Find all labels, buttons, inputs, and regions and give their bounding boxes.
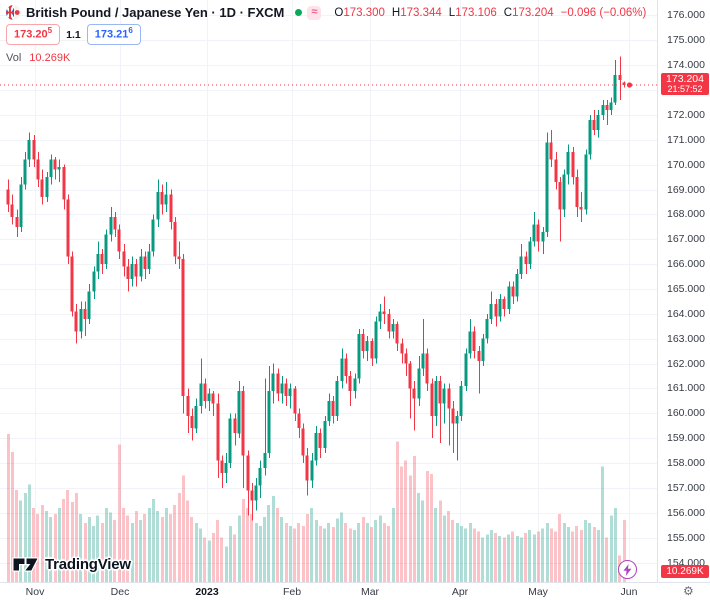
price-tick-label: 161.000 xyxy=(667,382,705,394)
time-axis[interactable]: ⚙ Nov Dec 2023 Feb Mar Apr May Jun xyxy=(0,582,710,600)
volume-indicator: Vol 10.269K xyxy=(6,52,646,64)
price-tick-label: 159.000 xyxy=(667,432,705,444)
volume-layer xyxy=(7,434,626,582)
change-value: −0.096 (−0.06%) xyxy=(560,6,647,19)
approx-data-icon: ≈ xyxy=(307,5,322,20)
volume-label: Vol xyxy=(6,52,22,65)
close-value: 173.204 xyxy=(512,6,554,19)
last-price-value: 173.204 xyxy=(666,73,704,85)
price-tick-label: 174.000 xyxy=(667,59,705,71)
ohlc-values: O173.300 H173.344 L173.106 C173.204 −0.0… xyxy=(334,6,647,19)
price-tick-label: 155.000 xyxy=(667,532,705,544)
candles-layer xyxy=(6,56,626,521)
chart-legend: British Pound / Japanese Yen · 1D · FXCM… xyxy=(6,5,646,64)
last-price-badge: 173.204 21:57:52 xyxy=(661,73,709,96)
volume-badge: 10.269K xyxy=(661,565,709,578)
price-tick-label: 164.000 xyxy=(667,308,705,320)
price-tick-label: 168.000 xyxy=(667,208,705,220)
open-value: 173.300 xyxy=(343,6,385,19)
flash-button[interactable] xyxy=(618,560,637,579)
price-tick-label: 169.000 xyxy=(667,184,705,196)
spread-value: 1.1 xyxy=(66,28,81,41)
last-price-marker xyxy=(626,82,633,88)
gear-icon[interactable]: ⚙ xyxy=(683,584,694,598)
symbol-pair-icon xyxy=(6,5,21,20)
time-tick-label: Jun xyxy=(620,586,638,598)
lightning-icon xyxy=(623,563,632,576)
time-tick-label: Apr xyxy=(451,586,469,598)
price-tick-label: 175.000 xyxy=(667,34,705,46)
time-tick-label: Mar xyxy=(360,586,380,598)
bar-countdown: 21:57:52 xyxy=(667,84,703,95)
time-tick-label: May xyxy=(528,586,548,598)
time-tick-label: 2023 xyxy=(195,586,219,598)
price-tick-label: 160.000 xyxy=(667,407,705,419)
candlestick-chart[interactable] xyxy=(0,0,657,582)
price-axis[interactable]: 173.204 21:57:52 10.269K 176.000 175.000 1… xyxy=(657,0,710,582)
tradingview-mark-icon xyxy=(12,557,39,572)
time-tick-label: Feb xyxy=(282,586,302,598)
chart-pane[interactable] xyxy=(0,0,657,582)
price-tick-label: 176.000 xyxy=(667,9,705,21)
price-tick-label: 156.000 xyxy=(667,507,705,519)
time-tick-label: Dec xyxy=(110,586,130,598)
price-tick-label: 165.000 xyxy=(667,283,705,295)
volume-value: 10.269K xyxy=(29,52,71,65)
sell-button[interactable]: 173.205 xyxy=(6,24,61,46)
high-value: 173.344 xyxy=(400,6,442,19)
tradingview-logo-text: TradingView xyxy=(45,556,131,573)
symbol-title[interactable]: British Pound / Japanese Yen · 1D · FXCM xyxy=(26,5,285,20)
tradingview-logo[interactable]: TradingView xyxy=(12,555,131,574)
price-tick-label: 163.000 xyxy=(667,333,705,345)
buy-button[interactable]: 173.216 xyxy=(86,24,141,46)
price-tick-label: 166.000 xyxy=(667,258,705,270)
price-tick-label: 162.000 xyxy=(667,358,705,370)
market-open-icon xyxy=(295,9,303,16)
low-value: 173.106 xyxy=(455,6,497,19)
price-tick-label: 167.000 xyxy=(667,233,705,245)
price-tick-label: 171.000 xyxy=(667,134,705,146)
time-tick-label: Nov xyxy=(25,586,45,598)
price-tick-label: 158.000 xyxy=(667,457,705,469)
price-tick-label: 170.000 xyxy=(667,159,705,171)
price-tick-label: 157.000 xyxy=(667,482,705,494)
price-tick-label: 172.000 xyxy=(667,109,705,121)
